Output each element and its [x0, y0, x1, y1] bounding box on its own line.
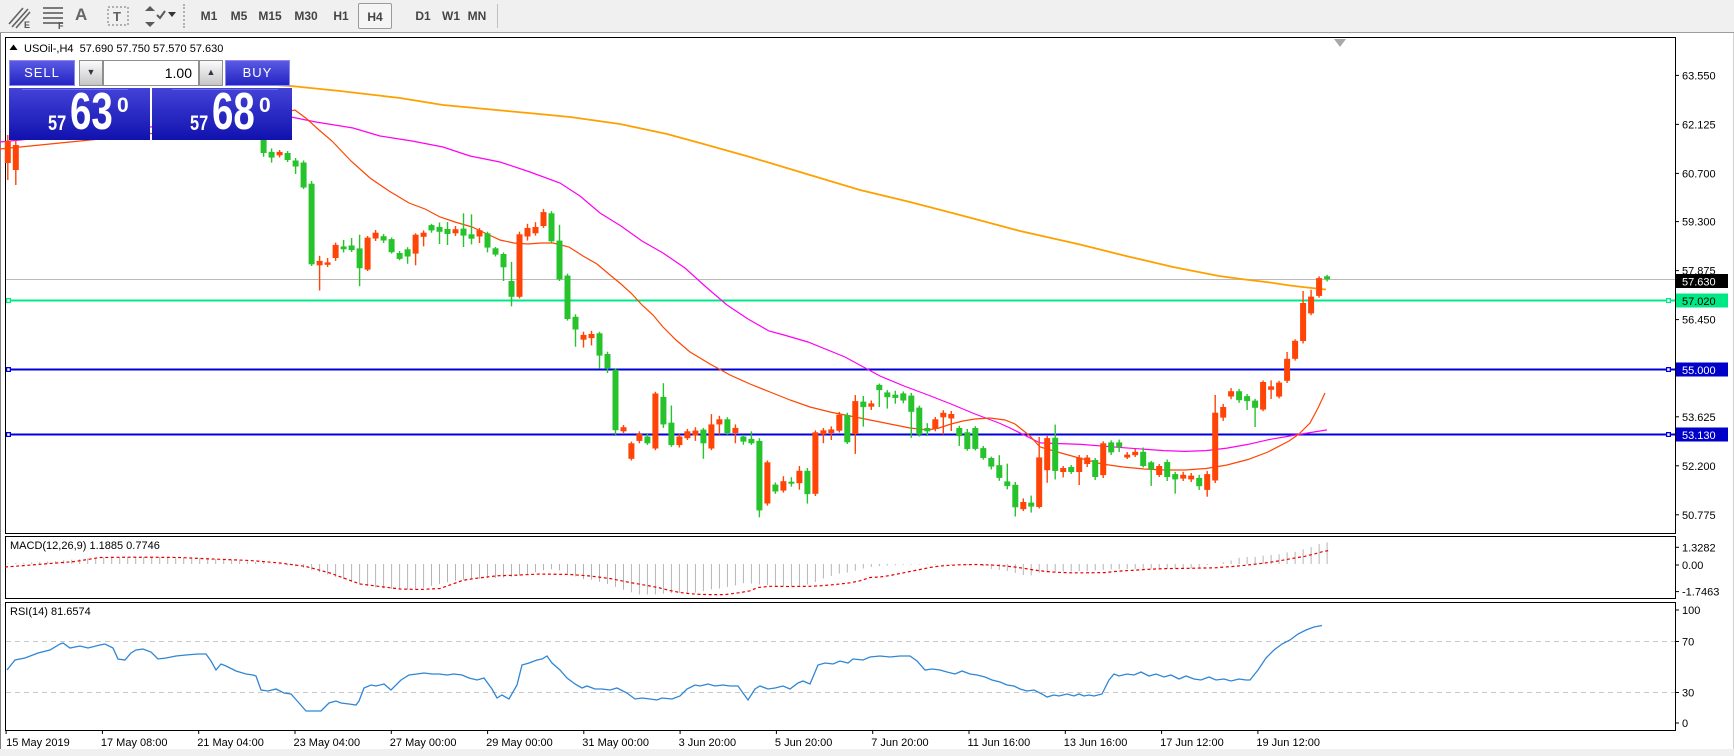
svg-text:USOil-,H4 57.690 57.750 57.57: USOil-,H4 57.690 57.750 57.570 57.630 — [24, 43, 223, 55]
svg-text:5 Jun 20:00: 5 Jun 20:00 — [775, 737, 833, 749]
svg-text:60.700: 60.700 — [1682, 168, 1716, 180]
svg-text:55.000: 55.000 — [1682, 365, 1716, 377]
svg-text:15 May 2019: 15 May 2019 — [6, 737, 70, 749]
svg-text:RSI(14) 81.6574: RSI(14) 81.6574 — [10, 606, 91, 618]
svg-text:62.125: 62.125 — [1682, 119, 1716, 131]
svg-text:57.630: 57.630 — [1682, 277, 1716, 289]
svg-text:50.775: 50.775 — [1682, 510, 1716, 522]
svg-text:56.450: 56.450 — [1682, 315, 1716, 327]
svg-text:52.200: 52.200 — [1682, 461, 1716, 473]
svg-text:57.020: 57.020 — [1682, 296, 1716, 308]
svg-text:27 May 00:00: 27 May 00:00 — [390, 737, 457, 749]
svg-text:1.3282: 1.3282 — [1682, 542, 1716, 554]
svg-text:13 Jun 16:00: 13 Jun 16:00 — [1064, 737, 1128, 749]
svg-text:3 Jun 20:00: 3 Jun 20:00 — [679, 737, 737, 749]
svg-text:100: 100 — [1682, 605, 1700, 617]
svg-text:0.00: 0.00 — [1682, 560, 1703, 572]
svg-text:23 May 04:00: 23 May 04:00 — [294, 737, 361, 749]
svg-text:17 May 08:00: 17 May 08:00 — [101, 737, 168, 749]
svg-text:0: 0 — [1682, 718, 1688, 730]
svg-text:MACD(12,26,9) 1.1885 0.7746: MACD(12,26,9) 1.1885 0.7746 — [10, 540, 160, 552]
svg-text:30: 30 — [1682, 688, 1694, 700]
svg-text:53.130: 53.130 — [1682, 430, 1716, 442]
svg-text:17 Jun 12:00: 17 Jun 12:00 — [1160, 737, 1224, 749]
svg-text:21 May 04:00: 21 May 04:00 — [197, 737, 264, 749]
svg-text:53.625: 53.625 — [1682, 412, 1716, 424]
svg-text:63.550: 63.550 — [1682, 70, 1716, 82]
svg-text:T: T — [113, 9, 121, 24]
svg-text:11 Jun 16:00: 11 Jun 16:00 — [968, 737, 1031, 749]
svg-text:59.300: 59.300 — [1682, 217, 1716, 229]
svg-text:29 May 00:00: 29 May 00:00 — [486, 737, 553, 749]
svg-text:31 May 00:00: 31 May 00:00 — [582, 737, 649, 749]
svg-text:70: 70 — [1682, 637, 1694, 649]
svg-text:-1.7463: -1.7463 — [1682, 587, 1719, 599]
svg-text:19 Jun 12:00: 19 Jun 12:00 — [1256, 737, 1320, 749]
svg-text:F: F — [58, 21, 64, 30]
svg-text:E: E — [24, 20, 30, 30]
svg-text:7 Jun 20:00: 7 Jun 20:00 — [871, 737, 929, 749]
